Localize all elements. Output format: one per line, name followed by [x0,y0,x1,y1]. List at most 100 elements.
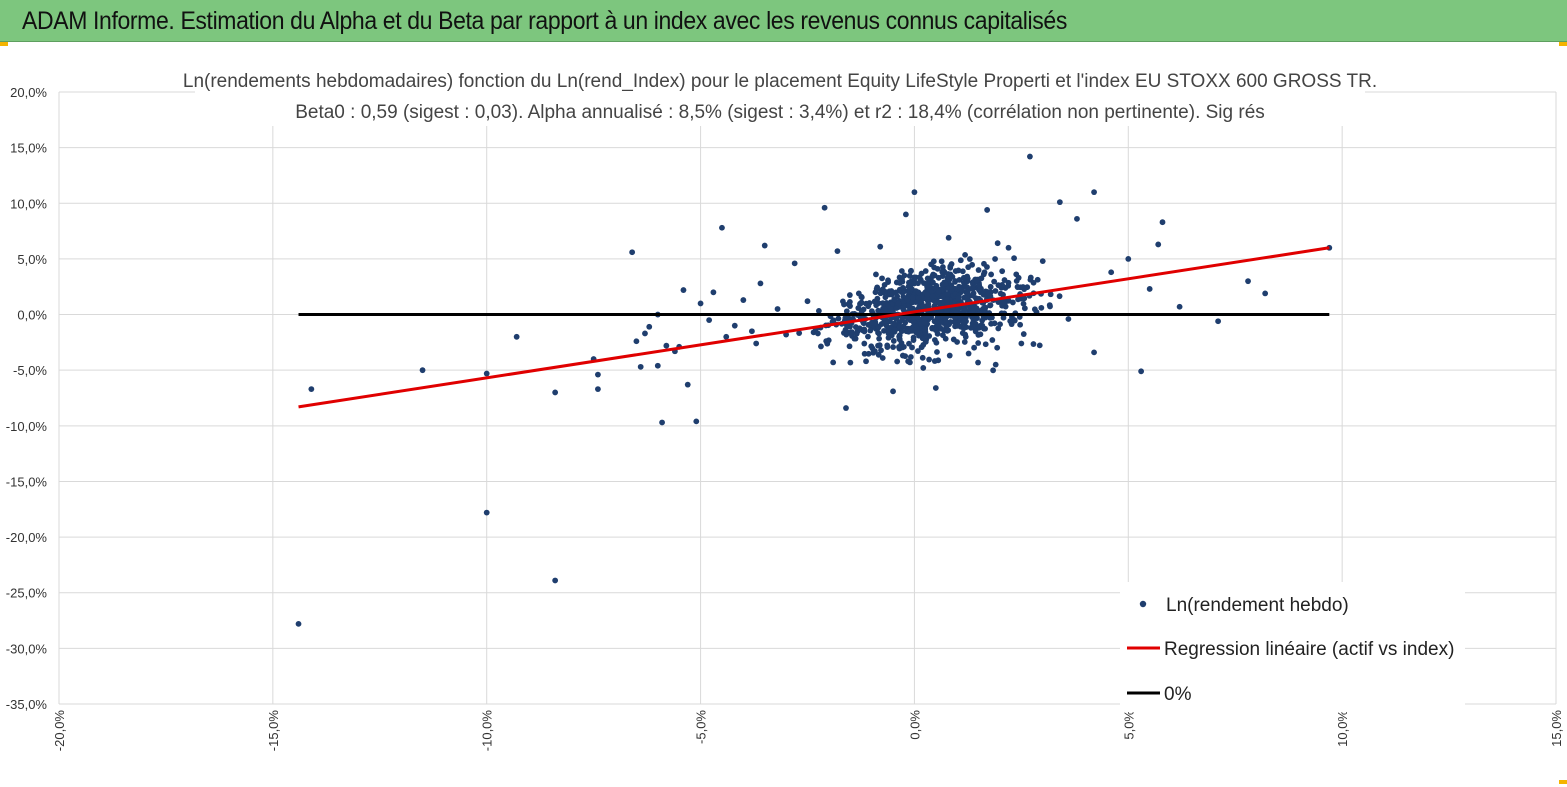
data-point [966,256,973,262]
data-point [915,289,922,296]
data-point [814,330,821,337]
data-point [910,318,917,325]
data-point [1005,282,1012,289]
data-point [979,317,986,324]
data-point [999,281,1006,288]
data-point [932,327,939,333]
header-bar: ADAM Informe. Estimation du Alpha et du … [0,0,1567,42]
data-point [971,344,978,351]
data-point [908,325,914,332]
data-point [971,321,978,328]
data-point [920,365,927,371]
y-tick-label: 20,0% [10,85,47,100]
y-tick-label: -25,0% [6,586,48,601]
data-point [834,248,841,255]
data-point [846,343,853,350]
data-point [796,330,803,337]
data-point [940,267,947,274]
data-point [924,291,931,298]
data-point [977,331,984,338]
data-point [815,307,822,314]
data-point [934,314,941,321]
data-point [945,274,952,281]
data-point [990,367,997,374]
data-point [892,327,899,334]
data-point [845,301,852,308]
data-point [872,320,879,327]
data-point [900,284,906,291]
data-point [595,386,601,392]
data-point [908,267,914,274]
data-point [896,344,902,350]
data-point [821,204,828,211]
data-point [984,264,990,270]
data-point [1125,256,1132,262]
data-point [873,271,879,278]
data-point [948,261,955,267]
data-point [1020,300,1027,307]
data-point [944,327,951,334]
x-tick-label: 15,0% [1549,710,1564,747]
y-tick-label: 0,0% [17,308,47,323]
y-tick-label: 10,0% [10,196,47,211]
data-point [935,323,942,329]
data-point [865,333,871,340]
data-point [964,273,971,280]
data-point [885,302,891,309]
data-point [946,352,953,359]
data-point [1074,215,1080,222]
data-point [949,273,956,280]
data-point [924,296,931,302]
data-point [865,350,872,357]
data-point [955,295,962,302]
data-point [748,328,755,335]
resize-handle-bottom-right[interactable] [1559,780,1567,784]
regression-line [298,246,1330,409]
data-point [1056,293,1063,300]
data-point [899,352,906,359]
data-point [857,300,864,307]
data-point [926,356,933,363]
data-point [840,298,846,305]
x-tick-label: 0,0% [907,710,922,740]
data-point [987,283,994,290]
data-point [954,339,960,345]
data-point [875,351,882,358]
data-point [633,338,640,345]
data-point [876,330,882,337]
data-point [959,287,965,294]
data-point [1021,295,1028,302]
page-title: ADAM Informe. Estimation du Alpha et du … [22,7,1067,35]
data-point [939,293,946,300]
data-point [884,342,891,349]
data-point [988,320,994,327]
resize-handle-top-right[interactable] [1559,42,1567,46]
data-point [1027,153,1033,160]
data-point [935,357,942,364]
data-point [856,325,863,332]
data-point [931,264,938,271]
data-point [1038,304,1045,311]
data-point [890,338,897,344]
data-points [295,153,1333,627]
data-point [830,359,837,366]
data-point [680,287,687,293]
data-point [1002,299,1008,306]
data-point [878,347,884,354]
series-lines [298,246,1330,409]
data-point [861,340,868,347]
data-point [876,335,883,342]
data-point [905,283,912,290]
resize-handle-top-left[interactable] [0,42,8,46]
data-point [879,275,885,282]
data-point [835,315,842,322]
data-point [843,322,850,329]
data-point [999,268,1006,275]
data-point [1021,305,1028,312]
data-point [931,297,938,304]
data-point [995,299,1002,305]
y-tick-label: 15,0% [10,141,47,156]
data-point [791,260,798,267]
data-point [933,339,940,346]
data-point [934,349,940,355]
